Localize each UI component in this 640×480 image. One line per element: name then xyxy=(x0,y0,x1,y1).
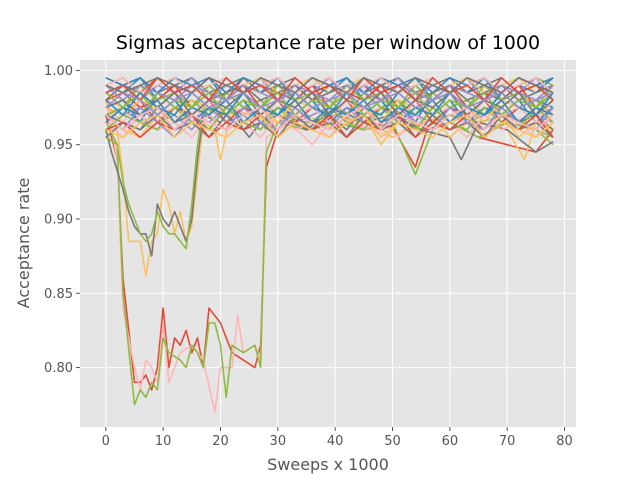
series-line-43 xyxy=(105,106,554,131)
series-line-45 xyxy=(105,77,554,94)
x-tick-label: 40 xyxy=(327,434,344,449)
x-tick-label: 10 xyxy=(155,434,172,449)
series-line-3 xyxy=(105,121,554,406)
x-tick-label: 20 xyxy=(212,434,229,449)
series-line-5 xyxy=(105,106,554,257)
x-axis-label: Sweeps x 1000 xyxy=(267,455,389,474)
y-axis-label: Acceptance rate xyxy=(14,178,33,309)
y-tick-label: 0.80 xyxy=(44,361,73,376)
x-tick-label: 80 xyxy=(556,434,573,449)
x-tick-label: 70 xyxy=(499,434,516,449)
x-tick-label: 60 xyxy=(442,434,459,449)
series-line-40 xyxy=(105,91,554,116)
series-line-42 xyxy=(105,91,554,116)
series-line-44 xyxy=(105,91,554,116)
x-tick-label: 0 xyxy=(102,434,110,449)
x-tick-label: 30 xyxy=(270,434,287,449)
series-line-1 xyxy=(105,114,554,391)
y-tick-label: 0.90 xyxy=(44,212,73,227)
series-line-39 xyxy=(105,114,554,139)
x-tick-label: 50 xyxy=(384,434,401,449)
y-tick-label: 1.00 xyxy=(44,64,73,79)
y-tick-label: 0.85 xyxy=(44,287,73,302)
series-line-34 xyxy=(105,77,554,94)
chart-title: Sigmas acceptance rate per window of 100… xyxy=(116,32,540,54)
tick-marks xyxy=(76,69,566,431)
y-tick-label: 0.95 xyxy=(44,138,73,153)
series-layer xyxy=(105,77,554,413)
